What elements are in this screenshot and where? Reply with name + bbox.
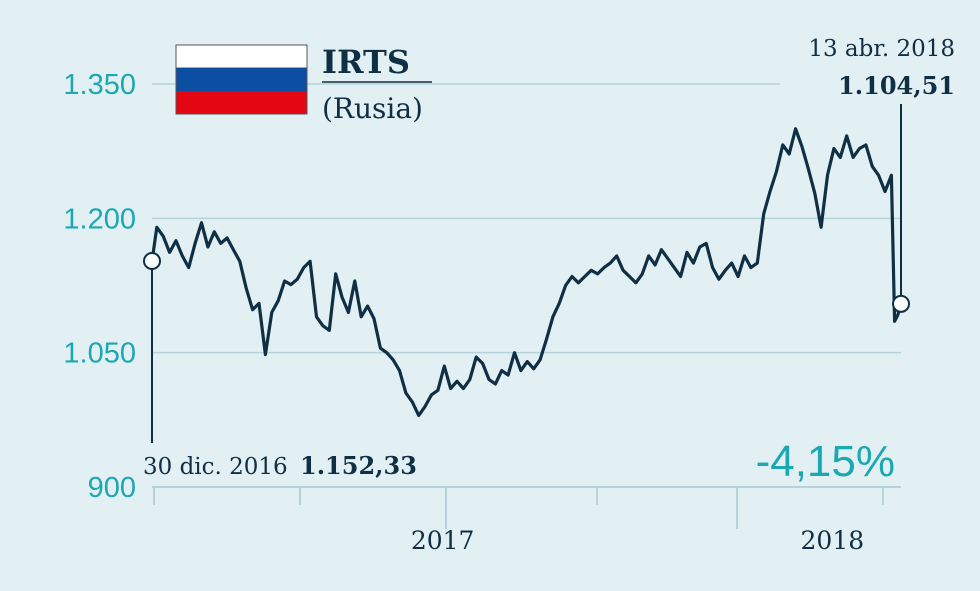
start-point-marker [143,252,161,271]
change-percentage: -4,15% [756,437,895,486]
end-point-marker [892,294,910,313]
end-date-label: 13 abr. 2018 [808,36,955,62]
x-tick-label: 2017 [411,526,475,555]
y-tick-label: 900 [88,472,136,504]
start-date-label: 30 dic. 2016 [143,454,288,480]
y-tick-label: 1.050 [63,338,136,370]
x-axis: 2017 2018 [152,486,901,555]
y-axis-ticks: 900 1.050 1.200 1.350 [63,69,136,504]
y-tick-label: 1.200 [63,203,136,235]
series-line [150,127,903,417]
end-value-label: 1.104,51 [838,71,955,100]
y-tick-label: 1.350 [63,69,136,101]
grid-lines [152,81,901,354]
chart-title: IRTS [322,43,410,81]
russia-flag-icon [175,44,308,115]
series-line-group [150,127,903,417]
chart-subtitle: (Rusia) [322,92,423,125]
x-tick-label: 2018 [801,526,865,555]
start-value-label: 1.152,33 [300,451,417,480]
marker-group [143,104,910,443]
